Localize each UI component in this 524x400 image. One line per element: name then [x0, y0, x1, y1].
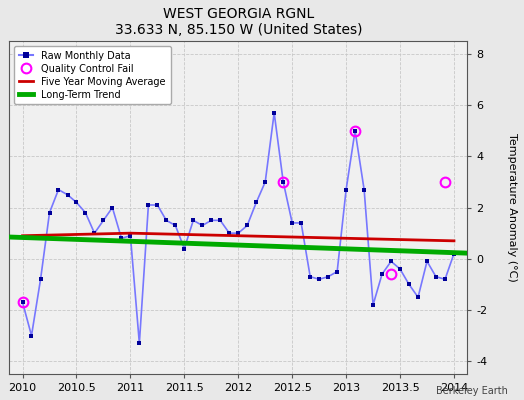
Legend: Raw Monthly Data, Quality Control Fail, Five Year Moving Average, Long-Term Tren: Raw Monthly Data, Quality Control Fail, …	[14, 46, 170, 104]
Text: Berkeley Earth: Berkeley Earth	[436, 386, 508, 396]
Title: WEST GEORGIA RGNL
33.633 N, 85.150 W (United States): WEST GEORGIA RGNL 33.633 N, 85.150 W (Un…	[115, 7, 362, 37]
Y-axis label: Temperature Anomaly (°C): Temperature Anomaly (°C)	[507, 133, 517, 282]
